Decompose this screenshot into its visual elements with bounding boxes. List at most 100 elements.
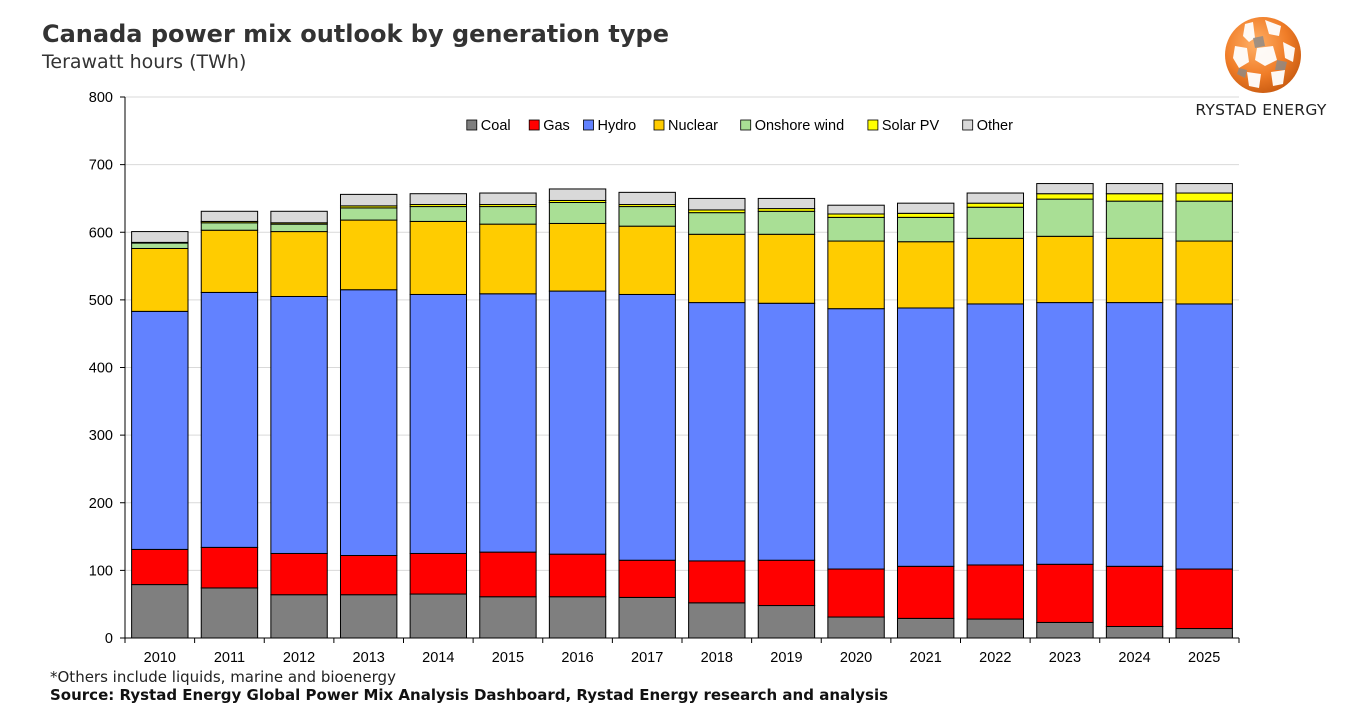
x-tick-label: 2023 [1049, 650, 1081, 666]
x-tick-label: 2010 [144, 650, 176, 666]
bar-segment-nuclear-2021 [896, 241, 955, 309]
legend-swatch [466, 119, 478, 131]
bar-segment-hydro-2021 [896, 307, 955, 567]
bar-segment-onshore-wind-2013 [339, 207, 398, 221]
bar-segment-hydro-2018 [688, 302, 746, 562]
bar-segment-other-2015 [479, 192, 537, 206]
bar-segment-gas-2025 [1175, 568, 1233, 630]
legend-item-nuclear: Nuclear [653, 118, 718, 134]
y-tick-label: 400 [89, 361, 113, 377]
bar-segment-nuclear-2024 [1105, 237, 1164, 304]
bar-segment-gas-2020 [827, 568, 885, 618]
bar-segment-onshore-wind-2022 [966, 206, 1025, 239]
legend: Coal Gas Hydro Nuclear Onshore wind Solar PV O… [466, 118, 1013, 134]
bar-segment-hydro-2025 [1175, 303, 1233, 570]
bar-segment-hydro-2017 [618, 293, 676, 561]
bar-segment-nuclear-2020 [827, 240, 885, 310]
legend-swatch [653, 119, 665, 131]
bar-segment-gas-2018 [688, 560, 746, 604]
bar-segment-hydro-2012 [270, 295, 328, 554]
bar-segment-onshore-wind-2024 [1105, 200, 1164, 239]
bar-segment-coal-2023 [1036, 621, 1094, 639]
bar-segment-hydro-2011 [200, 291, 259, 548]
source-note: Source: Rystad Energy Global Power Mix A… [50, 686, 889, 704]
bar-segment-coal-2011 [200, 587, 259, 639]
legend-label: Coal [481, 118, 511, 134]
x-tick-label: 2012 [283, 650, 315, 666]
bar-segment-other-2014 [409, 193, 468, 206]
bar-segment-nuclear-2013 [339, 219, 398, 291]
bar-segment-coal-2012 [270, 594, 328, 639]
bar-segment-onshore-wind-2014 [409, 206, 468, 222]
bar-segment-gas-2023 [1036, 563, 1094, 623]
bar-segment-onshore-wind-2017 [618, 206, 676, 227]
bar-segment-other-2016 [548, 188, 607, 201]
bar-segment-coal-2019 [757, 605, 816, 639]
bar-segment-onshore-wind-2021 [896, 216, 955, 243]
bar-segment-hydro-2013 [339, 289, 398, 556]
bar-segment-other-2010 [131, 231, 189, 243]
x-tick-label: 2014 [422, 650, 454, 666]
footnote: *Others include liquids, marine and bioe… [50, 668, 396, 686]
bars-layer [131, 183, 1233, 639]
x-tick-label: 2018 [701, 650, 733, 666]
bar-segment-onshore-wind-2010 [131, 242, 189, 249]
bar-segment-solar-pv-2020 [827, 213, 885, 218]
bar-segment-gas-2013 [339, 554, 398, 596]
bar-segment-solar-pv-2025 [1175, 192, 1233, 202]
y-tick-label: 300 [89, 428, 113, 444]
bar-segment-gas-2022 [966, 564, 1025, 620]
bar-segment-other-2013 [339, 193, 398, 207]
bar-segment-solar-pv-2023 [1036, 193, 1094, 200]
bar-segment-gas-2015 [479, 551, 537, 598]
bar-segment-gas-2024 [1105, 565, 1164, 628]
bar-segment-gas-2017 [618, 559, 676, 598]
bar-segment-onshore-wind-2015 [479, 206, 537, 225]
legend-item-solar-pv: Solar PV [867, 118, 940, 134]
x-tick-label: 2022 [979, 650, 1011, 666]
legend-label: Hydro [598, 118, 637, 134]
bar-segment-hydro-2024 [1105, 302, 1164, 567]
bar-segment-nuclear-2023 [1036, 235, 1094, 304]
legend-swatch [867, 119, 879, 131]
bar-segment-gas-2011 [200, 546, 259, 589]
bar-segment-hydro-2014 [409, 293, 468, 554]
bar-segment-other-2020 [827, 204, 885, 215]
y-tick-label: 200 [89, 496, 113, 512]
bar-segment-other-2019 [757, 197, 816, 210]
bar-segment-other-2024 [1105, 183, 1164, 195]
bar-segment-onshore-wind-2012 [270, 223, 328, 233]
bar-segment-nuclear-2011 [200, 229, 259, 293]
bar-segment-coal-2020 [827, 616, 885, 639]
bar-segment-gas-2016 [548, 553, 607, 598]
x-tick-label: 2025 [1188, 650, 1220, 666]
bar-segment-other-2022 [966, 192, 1025, 204]
y-tick-label: 700 [89, 158, 113, 174]
legend-label: Nuclear [668, 118, 718, 134]
bar-segment-coal-2024 [1105, 626, 1164, 639]
bar-segment-gas-2019 [757, 559, 816, 607]
bar-segment-other-2018 [688, 197, 746, 211]
legend-label: Onshore wind [755, 118, 844, 134]
legend-swatch [528, 119, 540, 131]
bar-segment-nuclear-2014 [409, 220, 468, 295]
legend-swatch [740, 119, 752, 131]
bar-segment-hydro-2016 [548, 290, 607, 555]
bar-segment-nuclear-2015 [479, 223, 537, 295]
x-tick-label: 2011 [214, 650, 245, 666]
bar-segment-onshore-wind-2011 [200, 222, 259, 231]
globe-logo-icon [1225, 17, 1301, 93]
bar-segment-nuclear-2019 [757, 233, 816, 304]
x-tick-label: 2016 [561, 650, 593, 666]
bar-segment-nuclear-2010 [131, 247, 189, 312]
legend-label: Solar PV [882, 118, 940, 134]
bar-segment-hydro-2022 [966, 303, 1025, 566]
bar-segment-coal-2014 [409, 593, 468, 639]
bar-segment-coal-2017 [618, 596, 676, 639]
y-tick-label: 600 [89, 225, 113, 241]
axis-layer: 0 100 200 300 400 500 600 700 800 2010 2011 2012 201… [89, 90, 1240, 666]
bar-segment-nuclear-2012 [270, 231, 328, 297]
bar-segment-hydro-2020 [827, 308, 885, 570]
bar-segment-solar-pv-2024 [1105, 193, 1164, 202]
legend-swatch [583, 119, 594, 131]
